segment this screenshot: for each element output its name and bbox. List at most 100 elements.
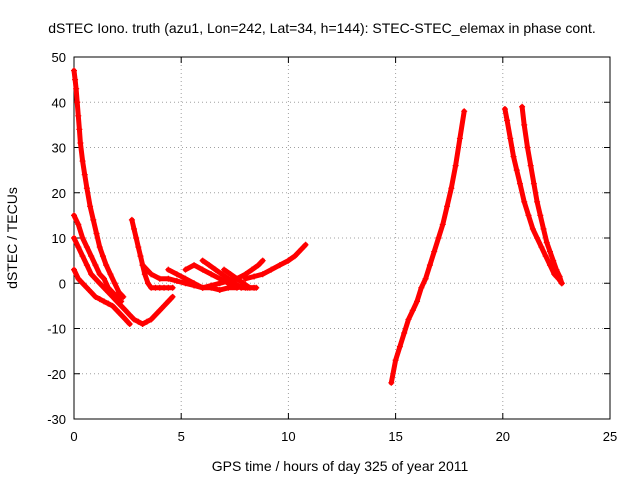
data-point xyxy=(439,221,446,228)
data-point xyxy=(558,280,565,287)
x-axis-label: GPS time / hours of day 325 of year 2011 xyxy=(212,458,469,474)
data-point xyxy=(75,112,82,119)
data-point xyxy=(105,300,112,307)
data-point xyxy=(538,244,545,251)
data-point xyxy=(156,275,163,282)
data-point xyxy=(510,153,517,160)
data-point xyxy=(444,203,451,210)
x-tick-label: 0 xyxy=(70,429,77,444)
data-point xyxy=(75,221,82,228)
data-point xyxy=(148,271,155,278)
data-point xyxy=(534,235,541,241)
data-point xyxy=(298,246,305,253)
data-point xyxy=(501,106,508,113)
data-point xyxy=(302,241,309,248)
data-point xyxy=(259,257,266,264)
data-point xyxy=(75,275,82,282)
data-point xyxy=(208,284,215,291)
data-point xyxy=(537,212,544,219)
data-point xyxy=(79,253,86,260)
data-point xyxy=(126,311,133,318)
data-point xyxy=(92,275,99,282)
data-point xyxy=(73,85,80,92)
y-tick-label: -20 xyxy=(47,367,66,382)
data-point xyxy=(83,284,90,291)
data-point xyxy=(276,262,283,269)
data-point xyxy=(233,275,240,282)
data-point xyxy=(521,198,528,205)
data-point xyxy=(251,273,258,280)
data-point xyxy=(101,298,108,305)
data-point xyxy=(118,302,125,309)
data-point xyxy=(199,266,206,273)
data-point xyxy=(88,289,95,296)
data-point xyxy=(543,239,550,246)
data-point xyxy=(392,357,399,364)
series-band xyxy=(519,104,565,286)
data-point xyxy=(107,271,114,278)
data-point xyxy=(93,230,100,237)
data-point xyxy=(77,139,84,146)
data-point xyxy=(126,320,133,327)
y-tick-label: -30 xyxy=(47,412,66,427)
y-tick-label: -10 xyxy=(47,322,66,337)
data-point xyxy=(231,280,238,287)
y-tick-label: 30 xyxy=(52,141,66,156)
x-tick-label: 10 xyxy=(281,429,295,444)
data-point xyxy=(182,275,189,282)
data-point xyxy=(530,180,537,187)
data-point xyxy=(225,275,232,282)
series-band xyxy=(200,258,251,291)
data-point xyxy=(101,284,108,291)
data-point xyxy=(113,307,120,314)
data-point xyxy=(116,289,123,296)
data-point xyxy=(461,108,468,115)
data-point xyxy=(291,253,298,260)
data-point xyxy=(173,277,180,284)
data-series xyxy=(71,67,127,300)
data-point xyxy=(71,266,77,273)
data-point xyxy=(529,225,536,232)
data-series xyxy=(71,235,176,327)
data-point xyxy=(418,284,425,291)
data-point xyxy=(75,244,82,251)
data-point xyxy=(152,311,159,318)
data-point xyxy=(431,248,438,255)
data-point xyxy=(109,302,116,309)
data-point xyxy=(144,280,151,287)
data-point xyxy=(105,289,112,296)
chart-title: dSTEC Iono. truth (azu1, Lon=242, Lat=34… xyxy=(48,20,595,36)
data-point xyxy=(139,320,146,327)
data-point xyxy=(388,379,395,386)
data-point xyxy=(527,162,534,169)
series-band xyxy=(165,267,248,293)
data-point xyxy=(227,271,234,278)
data-point xyxy=(259,271,266,278)
data-point xyxy=(546,248,553,255)
data-point xyxy=(542,253,549,260)
data-point xyxy=(128,216,135,223)
y-tick-label: 10 xyxy=(52,231,66,246)
data-point xyxy=(101,275,108,282)
data-point xyxy=(79,235,86,241)
data-series xyxy=(519,103,565,287)
data-point xyxy=(199,257,206,264)
axis-ticks: 0 5 10 15 20 25 -30 -20 -10 0 10 20 30 40 50 xyxy=(47,50,617,444)
data-point xyxy=(525,212,532,219)
data-point xyxy=(248,266,255,273)
data-point xyxy=(96,244,103,251)
data-point xyxy=(221,266,228,273)
data-point xyxy=(83,185,90,192)
data-series xyxy=(199,257,251,291)
data-point xyxy=(534,198,541,205)
data-point xyxy=(242,275,249,282)
data-point xyxy=(448,185,455,192)
data-point xyxy=(165,298,172,305)
data-point xyxy=(199,284,206,291)
data-point xyxy=(182,266,189,273)
data-point xyxy=(396,343,403,350)
y-axis-label: dSTEC / TECUs xyxy=(4,187,20,289)
data-point xyxy=(88,271,95,278)
data-point xyxy=(79,158,86,165)
data-point xyxy=(414,298,421,305)
